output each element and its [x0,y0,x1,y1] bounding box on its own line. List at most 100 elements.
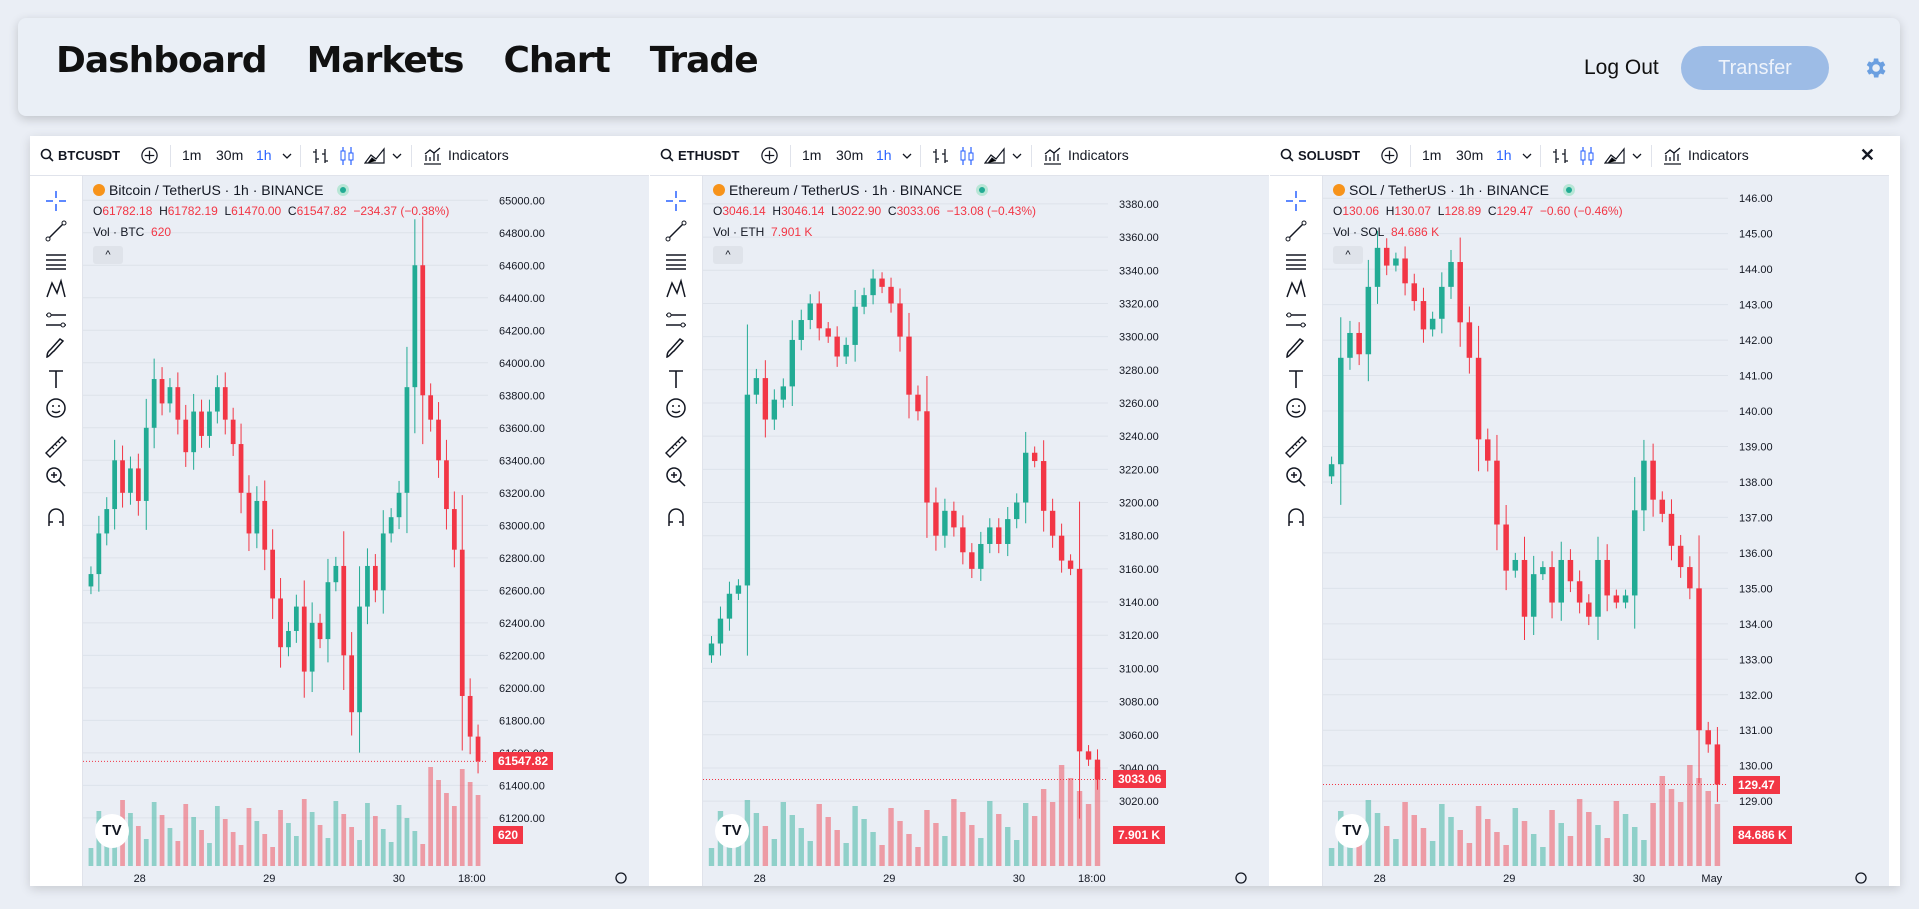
compare-plus-icon[interactable] [760,146,779,165]
prediction-icon[interactable] [43,307,69,333]
brush-icon[interactable] [663,336,689,362]
emoji-icon[interactable] [43,395,69,421]
pattern-icon[interactable] [43,277,69,303]
fib-retracement-icon[interactable] [43,248,69,274]
tradingview-logo[interactable]: TV [715,814,749,848]
search-icon[interactable] [1280,148,1294,162]
interval-1m[interactable]: 1m [182,147,202,163]
prediction-icon[interactable] [663,307,689,333]
emoji-icon[interactable] [663,395,689,421]
drawing-toolbar [1270,176,1323,886]
nav-dashboard[interactable]: Dashboard [56,40,268,81]
crosshair-icon[interactable] [1283,188,1309,214]
indicators-icon[interactable] [422,146,442,166]
crosshair-icon[interactable] [43,188,69,214]
text-icon[interactable] [43,366,69,392]
indicators-button[interactable]: Indicators [1068,147,1129,163]
candlestick-chart[interactable]: 65000.00 64800.00 64600.00 64400.00 64200.00… [83,176,649,886]
search-icon[interactable] [660,148,674,162]
magnet-icon[interactable] [663,504,689,530]
candlestick-chart[interactable]: 146.00 145.00 144.00 143.00 142.00 141.00 140.… [1323,176,1889,886]
candles-style-icon[interactable] [958,146,976,166]
ruler-icon[interactable] [1283,434,1309,460]
nav-trade[interactable]: Trade [649,40,759,81]
search-icon[interactable] [40,148,54,162]
emoji-icon[interactable] [1283,395,1309,421]
compare-plus-icon[interactable] [1380,146,1399,165]
prediction-icon[interactable] [1283,307,1309,333]
chart-settings-icon[interactable] [1855,872,1867,884]
close-icon[interactable]: ✕ [1859,145,1875,165]
interval-1h[interactable]: 1h [1496,147,1512,163]
chevron-down-icon[interactable] [392,152,402,160]
trend-line-icon[interactable] [663,218,689,244]
pattern-icon[interactable] [1283,277,1309,303]
nav-chart[interactable]: Chart [503,40,610,81]
area-style-icon[interactable] [984,147,1006,165]
text-icon[interactable] [1283,366,1309,392]
tradingview-logo[interactable]: TV [1335,814,1369,848]
volume-bar [825,817,831,866]
zoom-in-icon[interactable] [43,464,69,490]
trend-line-icon[interactable] [43,218,69,244]
indicators-icon[interactable] [1042,146,1062,166]
pattern-icon[interactable] [663,277,689,303]
ruler-icon[interactable] [43,434,69,460]
interval-1h[interactable]: 1h [256,147,272,163]
symbol-search-button[interactable]: SOLUSDT [1298,148,1361,163]
volume-bar [286,823,291,866]
bars-style-icon[interactable] [312,147,330,165]
collapse-legend-button[interactable]: ^ [713,246,743,264]
interval-1m[interactable]: 1m [802,147,822,163]
chevron-down-icon[interactable] [282,152,292,160]
tradingview-logo[interactable]: TV [95,814,129,848]
interval-30m[interactable]: 30m [216,147,244,163]
interval-30m[interactable]: 30m [1456,147,1484,163]
compare-plus-icon[interactable] [140,146,159,165]
bars-style-icon[interactable] [932,147,950,165]
area-style-icon[interactable] [1604,147,1626,165]
transfer-button[interactable]: Transfer [1681,46,1829,90]
symbol-search-button[interactable]: ETHUSDT [678,148,740,163]
interval-1m[interactable]: 1m [1422,147,1442,163]
bars-style-icon[interactable] [1552,147,1570,165]
magnet-icon[interactable] [1283,504,1309,530]
indicators-button[interactable]: Indicators [1688,147,1749,163]
chevron-down-icon[interactable] [1632,152,1642,160]
ruler-icon[interactable] [663,434,689,460]
indicators-button[interactable]: Indicators [448,147,509,163]
volume-bar [436,780,441,866]
logout-button[interactable]: Log Out [1584,56,1659,79]
collapse-legend-button[interactable]: ^ [1333,246,1363,264]
candle-body [1058,535,1065,561]
collapse-legend-button[interactable]: ^ [93,246,123,264]
volume-bar [135,826,141,866]
zoom-in-icon[interactable] [1283,464,1309,490]
volume-bar [301,799,307,866]
crosshair-icon[interactable] [663,188,689,214]
nav-markets[interactable]: Markets [306,40,465,81]
candlestick-chart[interactable]: 3380.00 3360.00 3340.00 3320.00 3300.00 3280.… [703,176,1269,886]
fib-retracement-icon[interactable] [1283,248,1309,274]
interval-30m[interactable]: 30m [836,147,864,163]
chart-settings-icon[interactable] [615,872,627,884]
chevron-down-icon[interactable] [902,152,912,160]
brush-icon[interactable] [1283,336,1309,362]
candles-style-icon[interactable] [338,146,356,166]
trend-line-icon[interactable] [1283,218,1309,244]
chevron-down-icon[interactable] [1012,152,1022,160]
gear-icon[interactable] [1862,55,1888,81]
interval-1h[interactable]: 1h [876,147,892,163]
brush-icon[interactable] [43,336,69,362]
text-icon[interactable] [663,366,689,392]
symbol-search-button[interactable]: BTCUSDT [58,148,121,163]
chevron-down-icon[interactable] [1522,152,1532,160]
fib-retracement-icon[interactable] [663,248,689,274]
zoom-in-icon[interactable] [663,464,689,490]
indicators-icon[interactable] [1662,146,1682,166]
chart-settings-icon[interactable] [1235,872,1247,884]
area-style-icon[interactable] [364,147,386,165]
candle-body [270,549,276,599]
magnet-icon[interactable] [43,504,69,530]
candles-style-icon[interactable] [1578,146,1596,166]
